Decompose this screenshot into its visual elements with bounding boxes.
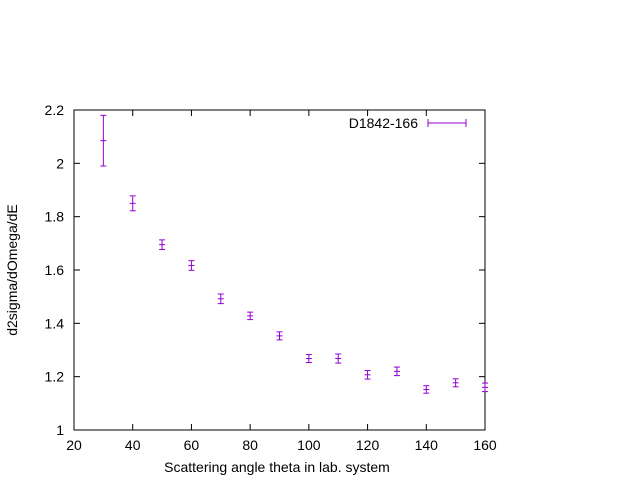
- x-axis-label: Scattering angle theta in lab. system: [164, 459, 390, 475]
- data-point: [100, 114, 107, 167]
- legend: D1842-166: [349, 115, 467, 131]
- plot-frame: [73, 109, 486, 431]
- y-tick-label: 2.2: [45, 102, 65, 118]
- data-point: [247, 311, 254, 321]
- x-tick-label: 160: [473, 437, 497, 453]
- data-point: [276, 331, 283, 341]
- data-point: [159, 239, 166, 250]
- y-tick-label: 1.4: [45, 315, 65, 331]
- x-tick-label: 20: [66, 437, 82, 453]
- legend-label: D1842-166: [349, 115, 418, 131]
- x-tick-label: 100: [297, 437, 321, 453]
- x-tick-label: 80: [242, 437, 258, 453]
- tick-labels: 20 40 60 80 100 120 140 160 1 1.2 1.4 1.6 1.8 2 2.2: [45, 102, 497, 453]
- data-point: [335, 353, 342, 364]
- y-axis-label: d2sigma/dOmega/dE: [4, 204, 20, 336]
- x-tick-label: 140: [415, 437, 439, 453]
- y-tick-label: 1.2: [45, 369, 65, 385]
- y-tick-label: 1.8: [45, 209, 65, 225]
- data-point: [129, 195, 136, 212]
- data-point: [217, 293, 224, 305]
- y-tick-label: 2: [56, 155, 64, 171]
- data-point: [393, 366, 400, 377]
- data-point: [452, 378, 459, 388]
- data-point: [423, 385, 430, 394]
- data-point: [364, 370, 371, 380]
- axes: [73, 109, 486, 431]
- x-tick-label: 120: [356, 437, 380, 453]
- y-tick-label: 1.6: [45, 262, 65, 278]
- x-tick-label: 60: [184, 437, 200, 453]
- data-point: [305, 354, 312, 364]
- data-point: [482, 382, 488, 393]
- data-point: [188, 260, 195, 271]
- data-series: [100, 114, 488, 394]
- y-tick-label: 1: [56, 422, 64, 438]
- x-tick-label: 40: [125, 437, 141, 453]
